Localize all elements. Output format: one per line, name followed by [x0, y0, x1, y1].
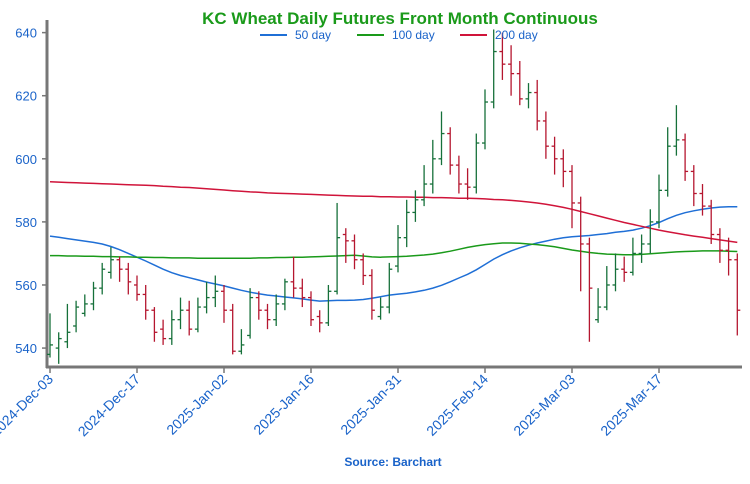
y-tick-label: 560 — [15, 278, 37, 293]
x-tick-label: 2025-Jan-16 — [250, 371, 317, 438]
x-tick-label: 2025-Mar-03 — [510, 371, 578, 439]
legend-label: 200 day — [495, 28, 538, 42]
ma-line — [49, 205, 738, 302]
legend-label: 100 day — [392, 28, 435, 42]
y-tick-label: 620 — [15, 89, 37, 104]
x-tick-label: 2025-Feb-14 — [423, 371, 491, 439]
ma-line — [49, 181, 738, 244]
x-tick-label: 2025-Jan-02 — [163, 371, 230, 438]
ma-line — [50, 242, 738, 259]
legend-label: 50 day — [295, 28, 331, 42]
x-tick-label: 2025-Mar-17 — [597, 371, 665, 439]
x-tick-label: 2024-Dec-03 — [0, 371, 56, 440]
chart-title: KC Wheat Daily Futures Front Month Conti… — [202, 9, 598, 28]
y-tick-label: 580 — [15, 215, 37, 230]
y-tick-label: 640 — [15, 26, 37, 41]
x-tick-label: 2025-Jan-31 — [337, 371, 404, 438]
y-tick-label: 600 — [15, 152, 37, 167]
x-tick-label: 2024-Dec-17 — [75, 371, 144, 440]
source: Source: Barchart — [344, 455, 441, 469]
y-tick-label: 540 — [15, 341, 37, 356]
